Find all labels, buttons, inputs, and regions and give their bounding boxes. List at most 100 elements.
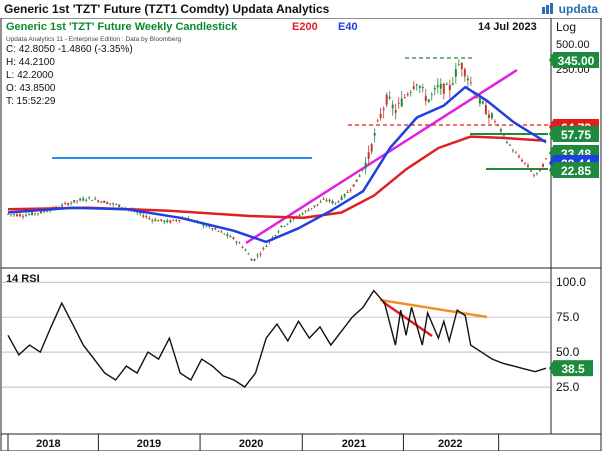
price-tag: 57.75 (549, 126, 599, 142)
candle-body (334, 202, 337, 204)
candle-body (109, 203, 112, 205)
candle-body (151, 219, 154, 221)
candle-body (316, 204, 319, 205)
candle-body (79, 198, 82, 201)
candle-body (496, 124, 499, 126)
candle-body (289, 220, 292, 222)
price-tag-pointer (549, 163, 553, 177)
candle-body (427, 99, 430, 102)
candle-body (259, 253, 262, 255)
candle-body (346, 192, 349, 193)
chart-title: Generic 1st 'TZT' Future Weekly Candlest… (6, 21, 238, 33)
scale-label: Log (556, 20, 576, 34)
price-tag-label: 57.75 (561, 128, 591, 142)
x-axis-label: 2020 (239, 438, 263, 450)
candle-body (475, 97, 478, 99)
candle-body (532, 174, 535, 176)
candle-body (328, 199, 331, 202)
candle-body (256, 255, 259, 257)
rsi-y-tick: 25.0 (556, 380, 580, 394)
candle-body (493, 121, 496, 123)
rsi-title: 14 RSI (6, 273, 40, 285)
ohlc-readout-close: C: 42.8050 -1.4860 (-3.35%) (6, 44, 133, 55)
candle-body (157, 220, 160, 222)
brand[interactable]: updata (542, 2, 598, 16)
candle-body (28, 214, 31, 216)
candle-body (172, 219, 175, 221)
x-axis-label: 2018 (36, 438, 60, 450)
candle-body (64, 203, 67, 205)
candle-body (106, 202, 109, 204)
title-bar: Generic 1st 'TZT' Future (TZT1 Comdty) U… (0, 0, 602, 18)
candle-body (385, 94, 388, 105)
candle-body (514, 152, 517, 154)
candle-body (358, 175, 361, 177)
candle-body (166, 220, 169, 223)
candle-body (112, 203, 115, 205)
candle-body (265, 245, 268, 247)
rsi-trend-red (382, 300, 433, 338)
rsi-panel-frame (0, 267, 552, 435)
candle-body (523, 162, 526, 164)
candle-body (508, 144, 511, 146)
candle-body (121, 207, 124, 209)
candle-body (103, 200, 106, 204)
price-tag-box (553, 162, 599, 178)
candle-body (247, 253, 250, 255)
candle-body (388, 96, 391, 99)
rsi-y-tick: 75.0 (556, 310, 580, 324)
candle-body (325, 200, 328, 201)
candle-body (118, 204, 121, 208)
candle-body (283, 225, 286, 227)
rsi-grid (2, 281, 550, 388)
candle-body (505, 141, 508, 143)
candle-body (379, 113, 382, 118)
candle-body (370, 144, 373, 152)
candle-body (490, 113, 493, 119)
rsi-tag-box (553, 360, 593, 377)
candle-body (511, 150, 514, 152)
candle-body (349, 189, 352, 191)
candle-body (469, 82, 472, 84)
candle-body (517, 156, 520, 158)
x-axis-panel (0, 433, 602, 451)
candle-body (418, 85, 421, 88)
candle-body (430, 93, 433, 95)
ema40-layer (7, 85, 547, 244)
candle-body (136, 211, 139, 213)
candle-body (229, 235, 232, 238)
ohlc-readout-time: T: 15:52:29 (6, 96, 56, 107)
candle-body (10, 214, 13, 216)
candle-body (61, 204, 64, 207)
candle-body (178, 219, 181, 221)
candle-body (445, 84, 448, 85)
candle-body (436, 85, 439, 88)
price-tag-label: 22.85 (561, 164, 591, 178)
candle-body (439, 83, 442, 89)
candle-body (40, 210, 43, 214)
candle-body (97, 200, 100, 202)
candle-body (46, 211, 49, 213)
candle-body (310, 208, 313, 210)
x-axis-label: 2021 (342, 438, 366, 450)
candle-body (433, 87, 436, 90)
chart-subtitle: Updata Analytics 11 - Enterprise Edition… (6, 36, 181, 43)
candle-body (340, 196, 343, 200)
candle-body (397, 102, 400, 104)
uptrend-line-magenta (245, 68, 518, 245)
candle-body (457, 64, 460, 66)
candle-body (394, 109, 397, 113)
x-axis-label: 2022 (438, 438, 462, 450)
candle-body (313, 205, 316, 207)
price-panel-frame (0, 18, 552, 269)
window-title: Generic 1st 'TZT' Future (TZT1 Comdty) U… (4, 2, 330, 16)
rsi-y-tick: 100.0 (556, 275, 586, 289)
candle-body (466, 78, 469, 81)
candle-body (535, 172, 538, 174)
price-tag-pointer (549, 127, 553, 141)
candle-body (175, 220, 178, 221)
ema200-layer (7, 135, 547, 220)
candle-body (25, 215, 28, 217)
candle-body (253, 258, 256, 261)
